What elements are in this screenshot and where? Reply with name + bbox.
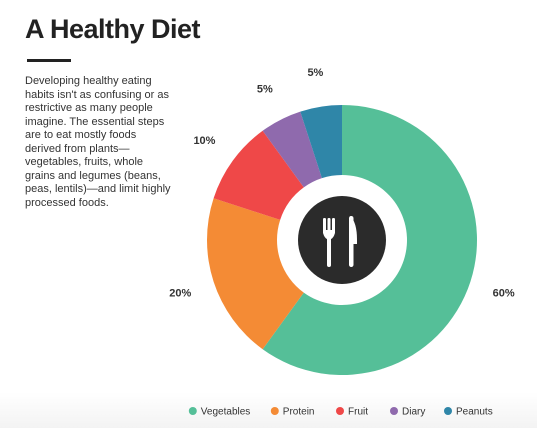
percent-label-vegetables: 60% — [493, 288, 515, 300]
legend-label-fruit: Fruit — [348, 407, 368, 418]
description-text: Developing healthy eating habits isn't a… — [25, 75, 171, 209]
legend-swatch-vegetables — [188, 407, 197, 415]
legend-swatch-fruit — [336, 407, 344, 415]
title-underline — [27, 59, 71, 62]
page-title: A Healthy Diet — [25, 14, 201, 44]
legend-label-diary: Diary — [402, 407, 425, 418]
legend-swatch-protein — [270, 407, 279, 415]
percent-label-diary: 5% — [257, 84, 273, 96]
center-badge — [298, 196, 386, 284]
fork-knife-icon — [323, 216, 357, 267]
legend-swatch-diary — [390, 407, 398, 415]
percent-label-protein: 20% — [169, 288, 191, 300]
percent-labels: 60% 20% 10% 5% 5% — [169, 67, 515, 299]
percent-label-peanuts: 5% — [307, 67, 323, 79]
legend: Vegetables Protein Fruit Diary Peanuts — [188, 407, 493, 418]
slice-vegetables — [262, 105, 478, 376]
slice-protein — [207, 198, 304, 350]
legend-label-protein: Protein — [283, 407, 315, 418]
slice-peanuts — [300, 105, 342, 179]
legend-swatch-peanuts — [444, 407, 452, 415]
percent-label-fruit: 10% — [193, 135, 215, 147]
slice-fruit — [213, 130, 304, 220]
legend-label-vegetables: Vegetables — [201, 407, 251, 418]
donut-slices — [207, 105, 478, 376]
center-circle — [298, 196, 386, 284]
slice-diary — [262, 111, 322, 188]
legend-label-peanuts: Peanuts — [456, 407, 493, 418]
